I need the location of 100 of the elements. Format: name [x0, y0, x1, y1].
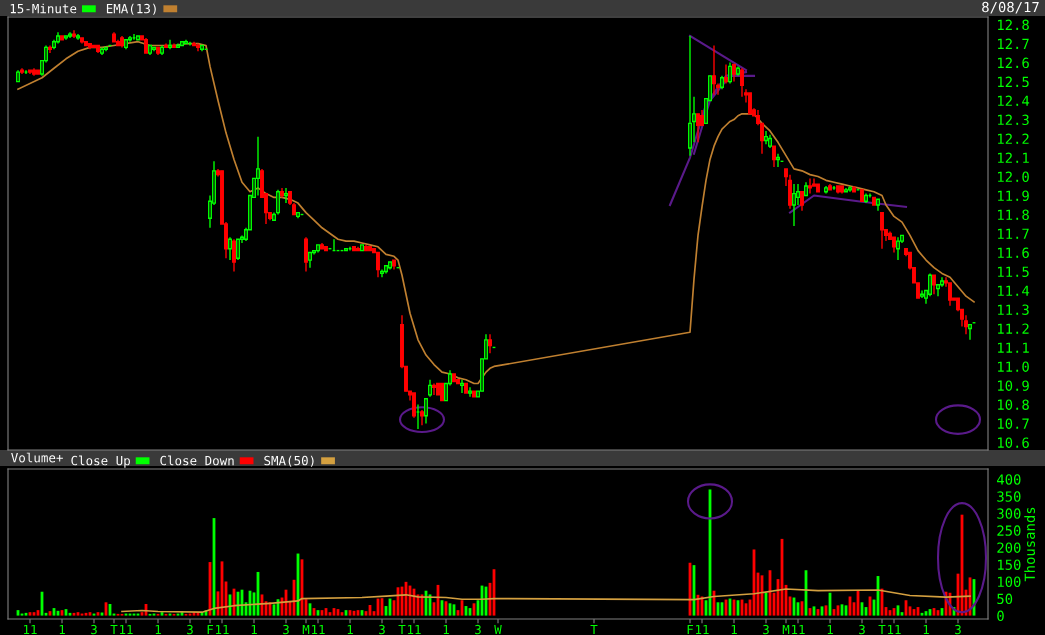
- x-tick-label: 1: [251, 625, 257, 635]
- candlestick: [376, 251, 380, 278]
- x-tick-label: 11: [695, 625, 709, 635]
- x-tick-label: 1: [923, 625, 929, 635]
- x-tick-label: 11: [887, 625, 901, 635]
- y-tick-label: 50: [997, 593, 1013, 605]
- candlestick: [412, 392, 416, 419]
- y-tick-label: 150: [998, 559, 1021, 570]
- x-tick-label: 3: [475, 624, 481, 635]
- y2-axis-title: Thousands: [1024, 507, 1036, 582]
- candlestick: [696, 113, 700, 144]
- text: 8/08/17: [982, 1, 1039, 14]
- x-tick-label: 11: [215, 625, 229, 635]
- y-tick-label: 300: [997, 508, 1021, 519]
- x-tick-label: 11: [407, 625, 421, 635]
- candlestick: [740, 67, 744, 98]
- y-tick-label: 200: [997, 542, 1021, 553]
- y-tick-label: 11.0: [998, 361, 1029, 372]
- x-tick-label: T: [398, 625, 406, 635]
- y-tick-label: 11.3: [998, 304, 1029, 315]
- y-tick-label: 11.7: [998, 228, 1029, 239]
- candlestick: [896, 236, 900, 261]
- legend-title: Volume+: [11, 452, 63, 463]
- x-tick-label: 3: [91, 624, 97, 635]
- candlestick: [748, 92, 752, 115]
- candlestick: [256, 135, 260, 197]
- candlestick: [932, 274, 936, 295]
- candlestick: [800, 191, 804, 212]
- candlestick: [728, 61, 732, 85]
- candlestick: [772, 145, 776, 168]
- y-tick-label: 12.0: [998, 171, 1029, 183]
- y-tick-label: 10.9: [998, 380, 1029, 391]
- x-tick-label: 1: [155, 625, 161, 635]
- y-tick-label: 12.6: [998, 57, 1029, 69]
- candlestick: [304, 236, 308, 273]
- y-tick-label: 400: [997, 474, 1021, 485]
- candlestick: [168, 39, 172, 50]
- x-tick-label: 1: [827, 625, 833, 635]
- x-tick-label: 3: [859, 624, 865, 635]
- x-tick-label: W: [494, 625, 502, 635]
- y-tick-label: 10.8: [998, 399, 1029, 410]
- x-tick-label: 1: [347, 625, 353, 635]
- y-tick-label: 11.6: [998, 247, 1029, 258]
- x-tick-label: T: [878, 625, 886, 635]
- x-tick-label: 1: [731, 625, 737, 635]
- x-tick-label: 11: [311, 625, 325, 635]
- candlestick: [460, 379, 464, 394]
- x-tick-label: 1: [59, 625, 65, 635]
- y-tick-label: 350: [997, 491, 1021, 502]
- y-tick-label: 12.7: [998, 38, 1029, 49]
- candlestick: [284, 187, 288, 204]
- x-tick-label: T: [590, 625, 598, 635]
- x-tick-label: 3: [955, 624, 961, 635]
- x-tick-label: M: [782, 625, 790, 635]
- y-tick-label: 12.8: [998, 19, 1029, 31]
- candlestick: [48, 44, 52, 54]
- y-tick-label: 10.6: [998, 437, 1029, 448]
- candlestick: [468, 386, 472, 398]
- y-tick-label: 12.3: [998, 114, 1029, 126]
- candlestick: [712, 44, 716, 96]
- candlestick: [880, 211, 884, 250]
- y-tick-label: 11.1: [998, 342, 1029, 353]
- candlestick: [232, 238, 236, 273]
- candlestick: [920, 289, 924, 299]
- legend-label: 15-Minute: [10, 3, 77, 14]
- x-tick-label: M: [302, 625, 310, 635]
- y-tick-label: 11.5: [998, 266, 1029, 277]
- x-tick-label: 3: [379, 624, 385, 635]
- y-tick-label: 11.8: [998, 209, 1029, 221]
- candlestick: [928, 272, 932, 297]
- y-tick-label: 0: [997, 610, 1004, 622]
- y-tick-label: 10.7: [998, 418, 1029, 429]
- x-tick-label: T: [110, 625, 118, 635]
- candlestick: [488, 333, 492, 354]
- x-tick-label: 3: [187, 624, 193, 635]
- candlestick: [424, 398, 428, 425]
- y-tick-label: 12.1: [998, 152, 1029, 163]
- candlestick: [968, 323, 972, 341]
- legend-label: SMA(50): [264, 455, 314, 467]
- legend-label: EMA(13): [106, 3, 156, 15]
- x-tick-label: 11: [119, 625, 133, 635]
- x-tick-label: 3: [283, 624, 289, 635]
- y-tick-label: 12.4: [998, 95, 1030, 106]
- legend-label: Close Down: [160, 455, 234, 466]
- y-tick-label: 11.2: [998, 323, 1029, 334]
- candlestick: [808, 177, 812, 195]
- y-tick-label: 12.2: [998, 133, 1029, 144]
- line-series: [121, 588, 971, 614]
- x-tick-label: 1: [443, 625, 449, 635]
- y-tick-label: 250: [997, 525, 1021, 536]
- x-tick-label: 3: [763, 624, 769, 635]
- candlestick: [792, 183, 796, 227]
- legend-label: Close Up: [71, 455, 130, 468]
- candlestick: [228, 236, 232, 261]
- x-tick-label: F: [207, 625, 214, 635]
- x-tick-label: 11: [791, 625, 805, 635]
- x-tick-label: 11: [23, 625, 37, 635]
- y-tick-label: 12.5: [998, 76, 1029, 88]
- line-series: [17, 40, 975, 385]
- y-tick-label: 11.9: [998, 190, 1029, 202]
